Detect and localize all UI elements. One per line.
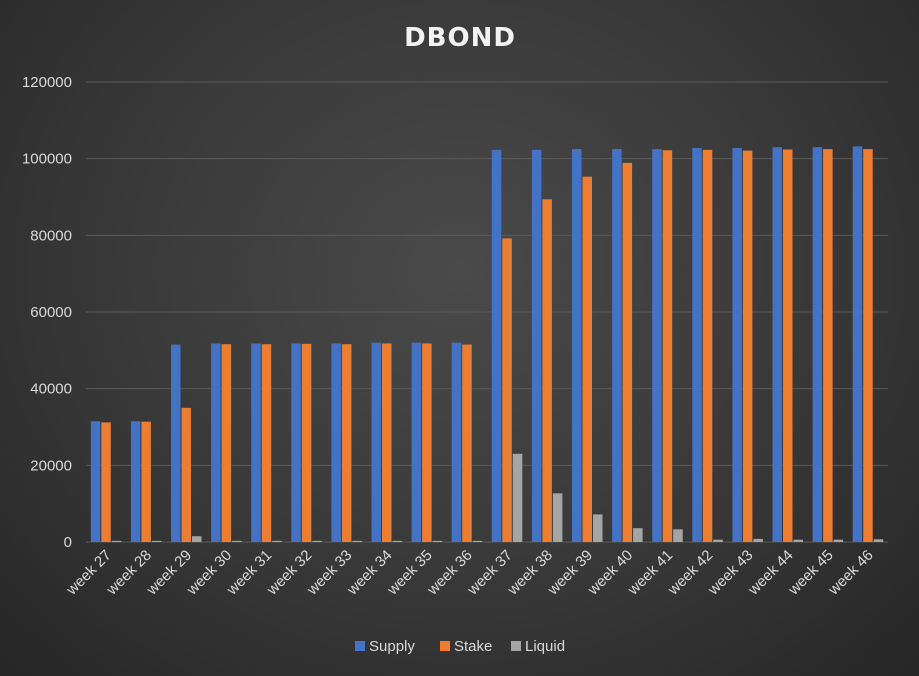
bar-stake bbox=[141, 421, 151, 542]
bar-stake bbox=[181, 407, 191, 542]
legend-label: Liquid bbox=[525, 638, 565, 655]
bar-stake bbox=[783, 149, 793, 542]
y-axis: 0 20000 40000 60000 80000 100000 120000 bbox=[22, 74, 72, 551]
bar-stake bbox=[422, 343, 432, 542]
bar-supply bbox=[652, 149, 662, 543]
legend-swatch bbox=[511, 641, 521, 651]
legend-label: Supply bbox=[369, 638, 415, 655]
bar-stake bbox=[662, 150, 673, 542]
bar-liquid bbox=[713, 539, 723, 542]
bar-liquid bbox=[633, 528, 643, 542]
y-tick-label: 20000 bbox=[30, 457, 72, 474]
bar-supply bbox=[411, 342, 422, 542]
bar-supply bbox=[171, 344, 181, 542]
bar-stake bbox=[101, 422, 111, 542]
bar-liquid bbox=[432, 540, 443, 542]
bar-liquid bbox=[552, 493, 563, 542]
bar-stake bbox=[542, 199, 552, 543]
bar-stake bbox=[702, 149, 713, 542]
bar-liquid bbox=[272, 540, 282, 542]
bar-supply bbox=[572, 149, 582, 543]
bar-supply bbox=[812, 147, 823, 542]
bar-liquid bbox=[753, 538, 763, 542]
bar-liquid bbox=[593, 514, 603, 542]
y-tick-label: 100000 bbox=[22, 151, 72, 168]
bar-liquid bbox=[352, 540, 362, 542]
bar-stake bbox=[382, 343, 392, 542]
bar-stake bbox=[582, 176, 592, 542]
legend-item-supply: Supply bbox=[355, 638, 415, 655]
bar-supply bbox=[291, 343, 301, 542]
bar-supply bbox=[211, 343, 221, 542]
bar-liquid bbox=[472, 540, 483, 542]
legend-swatch bbox=[355, 641, 365, 651]
bar-supply bbox=[692, 147, 702, 542]
bar-supply bbox=[732, 147, 742, 542]
bar-stake bbox=[742, 150, 753, 542]
bar-liquid bbox=[873, 539, 884, 542]
gridlines bbox=[86, 81, 888, 543]
bar-supply bbox=[852, 146, 863, 542]
bar-supply bbox=[491, 149, 502, 542]
bar-liquid bbox=[673, 529, 683, 542]
bar-stake bbox=[502, 238, 512, 542]
bar-stake bbox=[301, 343, 312, 542]
bar-supply bbox=[130, 421, 141, 542]
bar-stake bbox=[863, 149, 873, 543]
bar-supply bbox=[371, 342, 381, 542]
bar-liquid bbox=[392, 540, 402, 542]
bars bbox=[90, 146, 884, 543]
bar-stake bbox=[622, 162, 633, 542]
y-tick-label: 0 bbox=[64, 534, 72, 551]
bar-liquid bbox=[793, 539, 803, 542]
bar-liquid bbox=[512, 453, 523, 542]
bar-supply bbox=[531, 149, 542, 542]
bar-stake bbox=[341, 344, 352, 542]
bar-stake bbox=[221, 344, 232, 542]
legend-label: Stake bbox=[454, 638, 492, 655]
bar-supply bbox=[772, 147, 782, 542]
y-tick-label: 120000 bbox=[22, 74, 72, 91]
legend-swatch bbox=[440, 641, 450, 651]
bar-liquid bbox=[192, 536, 202, 542]
bar-stake bbox=[823, 149, 833, 543]
bar-liquid bbox=[833, 539, 844, 542]
bar-supply bbox=[251, 343, 261, 542]
bar-stake bbox=[261, 344, 272, 542]
bar-stake bbox=[462, 344, 472, 542]
bar-supply bbox=[612, 149, 622, 543]
legend-item-stake: Stake bbox=[440, 638, 492, 655]
bar-liquid bbox=[232, 540, 242, 542]
legend: Supply Stake Liquid bbox=[355, 638, 565, 655]
bar-supply bbox=[331, 343, 341, 542]
bar-supply bbox=[90, 421, 101, 542]
y-tick-label: 40000 bbox=[30, 381, 72, 398]
y-tick-label: 60000 bbox=[30, 304, 72, 321]
bar-liquid bbox=[312, 540, 322, 542]
y-tick-label: 80000 bbox=[30, 227, 72, 244]
legend-item-liquid: Liquid bbox=[511, 638, 565, 655]
bar-supply bbox=[451, 342, 462, 542]
bar-liquid bbox=[151, 540, 162, 542]
bar-liquid bbox=[111, 540, 122, 542]
chart-title: DBOND bbox=[404, 23, 516, 53]
